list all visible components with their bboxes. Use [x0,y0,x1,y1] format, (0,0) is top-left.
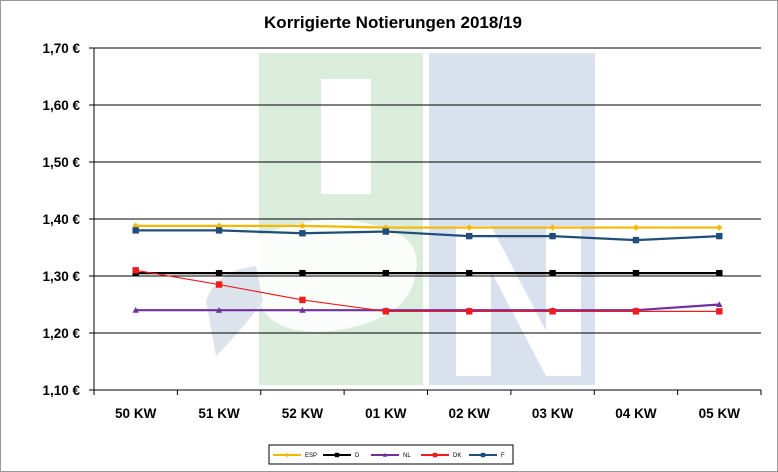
data-point [132,307,139,313]
series-dk [132,267,723,315]
legend: ESP D NL DK F [268,444,514,465]
x-axis-ticks: 50 KW 51 KW 52 KW 01 KW 02 KW 03 KW 04 KW 05 KW [93,390,762,421]
x-tick-label: 01 KW [365,406,407,421]
data-point [284,452,290,458]
data-point [480,452,486,458]
data-point [716,269,723,277]
series-line [135,269,720,312]
x-tick-label: 02 KW [449,406,491,421]
x-tick-label: 03 KW [532,406,574,421]
data-point [215,269,223,277]
data-point [716,232,723,240]
y-tick-label: 1,20 € [42,326,80,341]
data-point [549,232,556,240]
series-f [132,227,723,244]
data-point [215,222,223,230]
x-tick-label: 04 KW [615,406,657,421]
data-point [215,281,223,288]
data-point [632,308,640,315]
series-line [135,303,720,312]
legend-label: NL [403,453,411,459]
y-tick-label: 1,60 € [42,98,80,113]
data-point [465,232,473,240]
data-point [632,269,640,277]
data-point [132,222,139,230]
x-tick-label: 51 KW [198,406,240,421]
data-point [299,230,306,237]
legend-item-d: D [323,452,360,459]
y-tick-label: 1,30 € [42,269,80,284]
data-point [432,452,438,458]
x-tick-label: 52 KW [282,406,324,421]
data-point [382,452,388,457]
data-point [215,227,223,234]
y-tick-label: 1,50 € [42,155,80,170]
data-point [549,308,556,315]
y-tick-label: 1,70 € [42,41,80,56]
series-line [135,229,720,242]
x-tick-label: 50 KW [115,406,157,421]
legend-label: F [501,453,505,459]
data-point [382,308,390,315]
data-point [299,296,306,304]
watermark-letter-n [456,226,581,376]
data-point [299,222,306,230]
data-point [465,308,473,315]
legend-item-nl: NL [371,452,411,459]
grid-lines [94,47,761,391]
data-point [549,224,556,231]
data-point [716,301,723,308]
data-point [632,236,640,244]
series-line [135,224,720,229]
legend-label: DK [453,453,461,459]
x-tick-label: 05 KW [699,406,741,421]
data-point [132,227,139,234]
y-tick-label: 1,10 € [42,383,80,398]
legend-item-dk: DK [421,452,461,459]
data-point [382,269,390,277]
data-point [334,452,340,458]
data-point [716,224,723,231]
data-point [465,269,473,277]
series-d [132,269,723,277]
data-point [215,307,223,313]
legend-item-f: F [469,452,505,459]
data-point [132,267,139,274]
series-group [132,222,723,315]
data-point [465,224,473,231]
y-axis-ticks: 1,10 € 1,20 € 1,30 € 1,40 € 1,50 € 1,60 € 1,70… [42,41,94,398]
watermark-letter-i [321,79,371,194]
y-tick-label: 1,40 € [42,212,80,227]
data-point [382,228,390,235]
legend-label: ESP [305,453,317,459]
data-point [299,269,306,277]
data-point [299,307,306,313]
legend-item-esp: ESP [273,452,317,459]
series-esp [132,222,723,231]
data-point [632,224,640,231]
legend-label: D [355,453,360,459]
data-point [549,269,556,277]
chart-title: Korrigierte Notierungen 2018/19 [264,13,522,32]
data-point [716,308,723,315]
